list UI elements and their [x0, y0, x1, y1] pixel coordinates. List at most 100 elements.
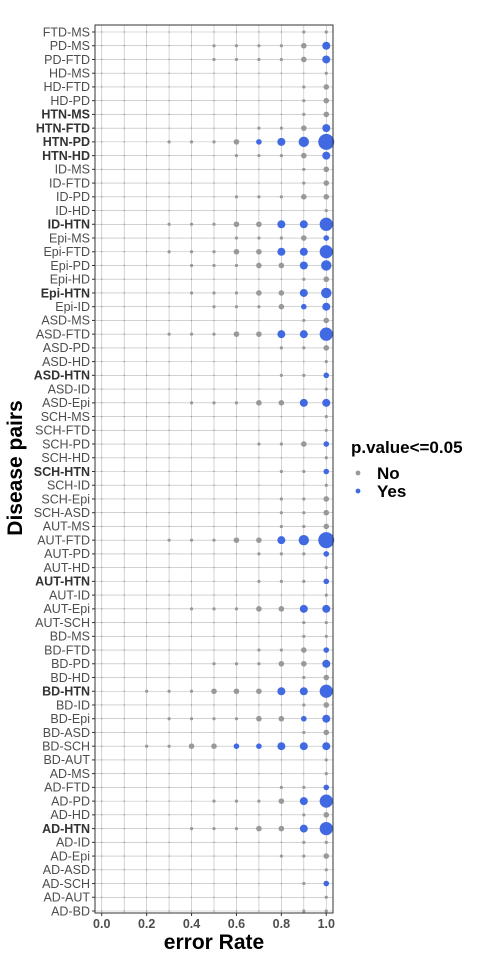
data-point [145, 141, 148, 143]
data-point [190, 869, 193, 871]
data-point [211, 688, 217, 695]
data-point [145, 305, 148, 308]
data-point [213, 443, 215, 445]
data-point [322, 41, 331, 50]
data-point [302, 181, 306, 185]
data-point [321, 260, 332, 271]
data-point [167, 717, 171, 721]
y-tick-label: HTN-FTD [36, 121, 90, 135]
data-point [101, 154, 103, 157]
data-point [190, 882, 193, 885]
data-point [168, 649, 170, 651]
y-tick-label: HD-MS [49, 67, 90, 81]
y-tick-label: BD-MS [50, 630, 90, 644]
data-point [280, 566, 283, 569]
data-point [280, 113, 283, 116]
data-point [190, 635, 193, 638]
legend: p.value<=0.05 No Yes [351, 438, 463, 501]
data-point [212, 401, 216, 405]
data-point [322, 742, 331, 751]
data-point [235, 182, 238, 184]
data-point [168, 896, 170, 898]
data-point [168, 264, 170, 267]
data-point [323, 674, 330, 681]
data-point [302, 511, 306, 515]
data-point [213, 910, 215, 912]
data-point [301, 441, 307, 447]
data-point [190, 814, 193, 816]
data-point [256, 825, 262, 832]
data-point [303, 772, 305, 775]
data-point [258, 621, 260, 624]
y-tick-label: AUT-HTN [35, 575, 90, 589]
data-point [277, 536, 286, 545]
data-point [235, 635, 238, 638]
data-point [145, 264, 148, 267]
data-point [123, 869, 125, 871]
data-point [233, 688, 240, 695]
data-point [234, 154, 239, 158]
y-tick-label: AD-HTN [42, 822, 90, 836]
data-point [235, 512, 238, 514]
data-point [258, 347, 260, 349]
data-point [167, 744, 171, 748]
data-point [101, 333, 103, 335]
data-point [189, 291, 194, 295]
data-point [213, 772, 215, 775]
data-point [101, 580, 103, 583]
data-point [256, 331, 262, 337]
data-point [235, 896, 238, 898]
data-point [323, 372, 330, 379]
y-tick-label: BD-SCH [42, 739, 90, 753]
data-point [168, 196, 170, 198]
data-point [190, 731, 193, 734]
data-point [319, 327, 333, 341]
y-tick-label: ASD-ID [48, 382, 90, 396]
data-point [256, 290, 262, 296]
data-point [213, 154, 215, 157]
data-point [101, 264, 103, 267]
data-point [190, 498, 193, 500]
data-point [145, 58, 148, 61]
y-tick-label: AD-HD [50, 808, 90, 822]
data-point [280, 86, 283, 88]
data-point [123, 896, 125, 898]
data-point [101, 759, 103, 761]
data-point [123, 388, 125, 390]
data-point [145, 621, 148, 624]
data-point [145, 443, 148, 445]
data-point [168, 841, 170, 844]
data-point [324, 634, 328, 638]
data-point [212, 250, 216, 254]
data-point [212, 57, 216, 62]
data-point [168, 827, 170, 830]
data-point [322, 604, 331, 613]
data-point [101, 704, 103, 706]
y-tick-label: ASD-FTD [36, 327, 90, 341]
data-point [101, 347, 103, 349]
data-point [235, 910, 238, 912]
data-point [213, 360, 215, 363]
data-point [167, 332, 171, 336]
data-point [280, 484, 283, 486]
data-point [302, 469, 306, 474]
data-point [145, 333, 148, 335]
data-point [123, 621, 125, 624]
y-tick-label: BD-ASD [43, 726, 90, 740]
data-point [145, 744, 149, 748]
data-point [145, 759, 148, 761]
data-point [299, 604, 308, 613]
data-point [235, 209, 238, 212]
data-point [302, 373, 306, 377]
data-point [280, 676, 283, 679]
data-point [322, 124, 331, 133]
data-point [302, 703, 306, 707]
data-point [212, 291, 216, 295]
data-point [235, 429, 238, 431]
data-point [235, 443, 238, 445]
data-point [123, 347, 125, 349]
data-point [299, 261, 308, 270]
y-tick-label: BD-ID [56, 698, 90, 712]
data-point [213, 841, 215, 844]
data-point [213, 896, 215, 898]
